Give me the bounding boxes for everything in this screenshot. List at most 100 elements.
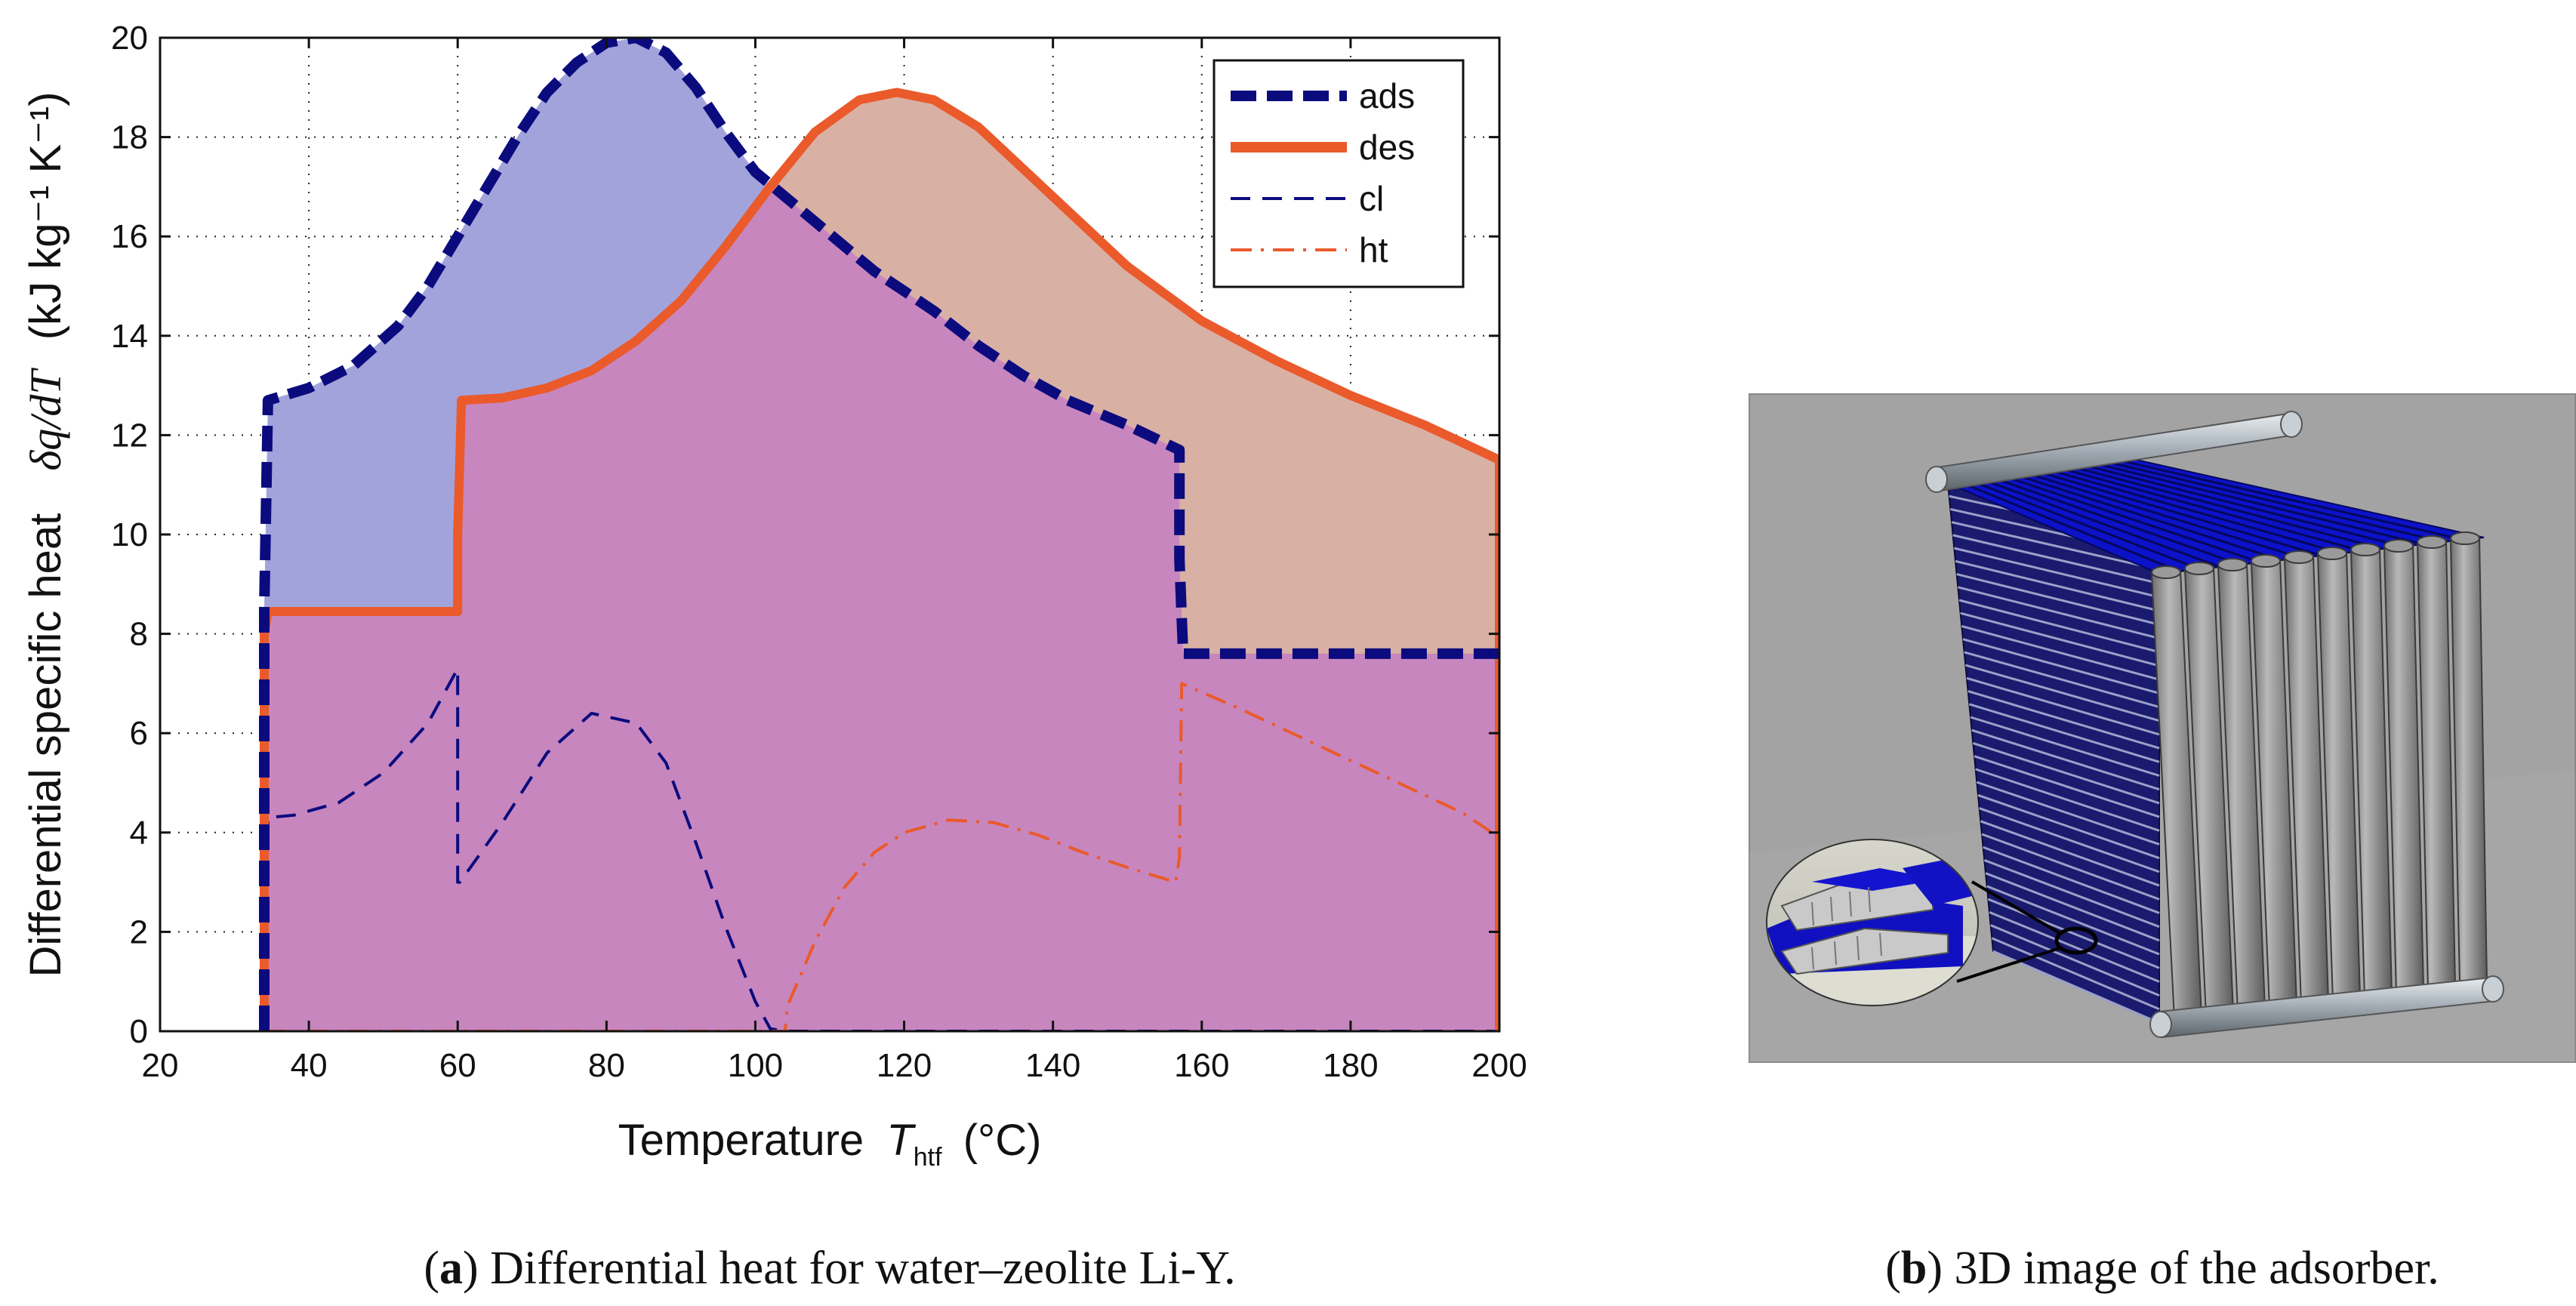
plate-edge [1962, 638, 2160, 695]
caption-b: (b) 3D image of the adsorber. [1885, 1243, 2439, 1294]
plate-edge [1964, 664, 2160, 722]
top-stripe [2089, 452, 2464, 541]
plate-edge [1952, 534, 2160, 585]
top-stripe [2023, 466, 2322, 557]
plate-edge [1990, 924, 2160, 996]
plate-edge [1981, 833, 2160, 901]
y-tick-label: 20 [111, 20, 148, 57]
x-tick-label: 100 [728, 1047, 783, 1084]
top-stripe [2070, 456, 2423, 546]
y-tick-label: 10 [111, 516, 148, 553]
legend-label-ht: ht [1359, 230, 1388, 270]
plate-edge [1951, 521, 2160, 571]
plate-edge [1957, 586, 2160, 640]
plate-edge [1977, 793, 2160, 860]
plate-edge [1956, 573, 2160, 626]
legend: ads des cl ht [1213, 59, 1465, 288]
plate-edge [1983, 859, 2160, 929]
plate-edge [1968, 703, 2160, 763]
y-tick-label: 12 [111, 417, 148, 454]
plate-edge [1961, 624, 2160, 681]
plate-edge [1987, 898, 2160, 969]
top-stripe [1956, 479, 2180, 573]
plate-edge [1967, 690, 2160, 750]
x-axis-label: Temperature Thtf (°C) [618, 1116, 1042, 1175]
y-tick-label: 6 [130, 715, 148, 752]
top-stripe [2004, 470, 2282, 562]
legend-label-ads: ads [1359, 76, 1415, 116]
x-tick-label: 160 [1174, 1047, 1229, 1084]
plate-edge [1974, 755, 2160, 818]
header-pipe-top [1925, 411, 2303, 493]
plate-edge [1989, 910, 2160, 983]
zoom-marker [2054, 926, 2098, 955]
plate-edge [1986, 885, 2160, 956]
y-tick-label: 16 [111, 218, 148, 255]
plate-edge [1980, 820, 2160, 887]
x-tick-label: 120 [877, 1047, 932, 1084]
x-tick-label: 80 [588, 1047, 625, 1084]
y-tick-label: 0 [130, 1013, 148, 1050]
y-tick-label: 2 [130, 913, 148, 950]
plate-edge [1972, 742, 2160, 805]
x-tick-label: 140 [1025, 1047, 1080, 1084]
tube-top [2350, 543, 2380, 556]
x-tick-label: 20 [142, 1047, 179, 1084]
zoom-inset [1766, 839, 1979, 1006]
y-tick-label: 18 [111, 119, 148, 156]
tube-top [2151, 565, 2181, 579]
adsorber-3d-image [1749, 393, 2576, 1063]
plate-edge [1983, 846, 2160, 914]
top-stripe [2032, 464, 2343, 555]
tube-top [2317, 547, 2347, 560]
series-lines [259, 38, 1499, 1031]
y-axis-label: Differential specific heat δq/dT (kJ kg⁻… [21, 92, 70, 978]
tube-top [2450, 531, 2480, 545]
top-stripe [2051, 460, 2383, 550]
tube-top [2383, 539, 2414, 553]
x-tick-label: 180 [1323, 1047, 1378, 1084]
header-pipe-bottom [2149, 975, 2504, 1039]
series-line-des [260, 88, 1499, 1031]
y-tick-label: 14 [111, 318, 148, 355]
plate-edge [1955, 559, 2160, 612]
top-stripe [2060, 458, 2403, 548]
top-stripe [2014, 468, 2302, 559]
tube-top [2251, 554, 2281, 568]
top-stripe [1995, 472, 2261, 564]
top-stripe [1966, 478, 2201, 571]
x-tick-label: 200 [1471, 1047, 1527, 1084]
plate-edge [1979, 807, 2160, 873]
legend-label-des: des [1359, 128, 1415, 167]
plate-edge [1971, 728, 2160, 791]
plate-edge [1964, 651, 2160, 708]
y-tick-label: 8 [130, 616, 148, 653]
tube-top [2184, 562, 2214, 575]
x-tick-label: 60 [439, 1047, 476, 1084]
plate-edge [1992, 950, 2160, 1024]
y-tick-label: 4 [130, 815, 148, 852]
plate-edge [1970, 716, 2160, 777]
plate-edge [1976, 781, 2160, 846]
series-line-cl [263, 667, 1499, 1031]
x-tick-label: 40 [291, 1047, 328, 1084]
top-stripe [2041, 462, 2363, 553]
plate-edge [1985, 872, 2160, 942]
plate-edge [1975, 768, 2160, 832]
tube-top [2284, 550, 2314, 564]
top-stripe [1975, 476, 2221, 568]
plate-edge [1953, 547, 2160, 599]
caption-a: (a) Differential heat for water–zeolite … [424, 1243, 1235, 1294]
legend-label-cl: cl [1359, 179, 1384, 218]
plate-edge [1960, 611, 2160, 667]
tube-top [2217, 558, 2248, 571]
top-stripe [1985, 474, 2241, 566]
tube-top [2417, 535, 2447, 549]
axis-ticks: 20 40 60 80 100 120 140 160 180 200 0 2 4 6 8 10 12 14 16 1… [111, 20, 1527, 1084]
area-fills [264, 38, 1499, 1031]
plate-edge [1958, 599, 2160, 654]
plate-edge [1966, 676, 2160, 736]
top-stripe [2079, 454, 2444, 544]
plate-edge [1991, 937, 2160, 1011]
